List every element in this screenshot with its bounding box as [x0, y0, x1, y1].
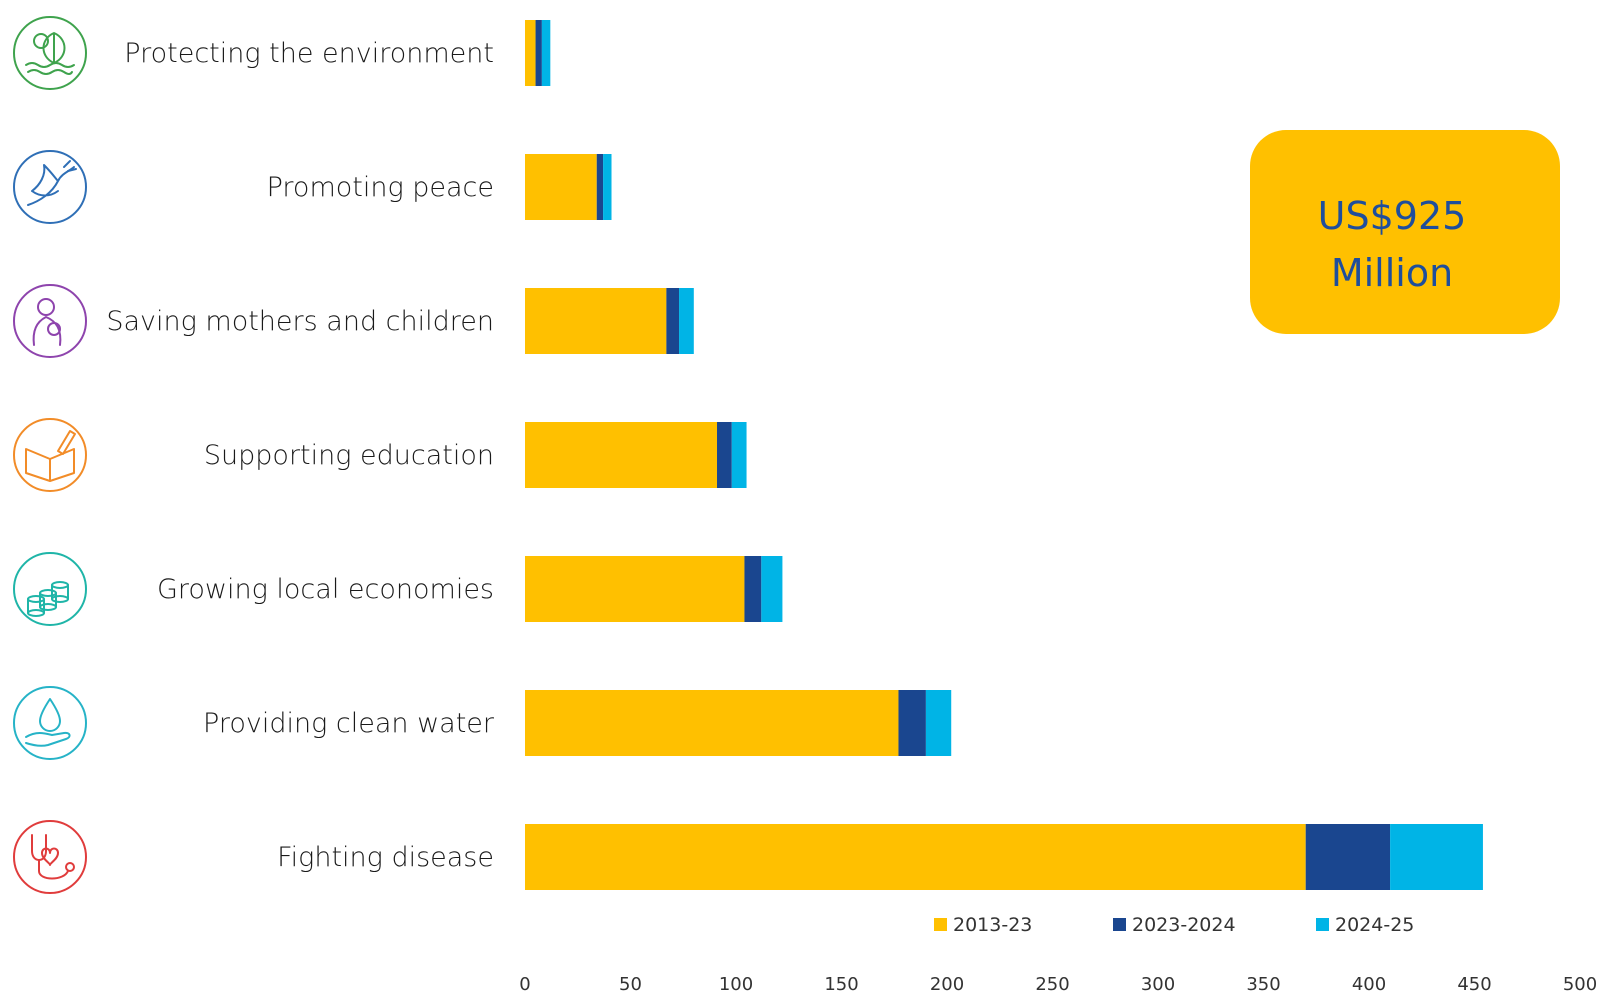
bar-segment: [525, 824, 1306, 890]
x-tick-label: 400: [1352, 974, 1386, 995]
bar-segment: [525, 20, 536, 86]
legend-swatch: [934, 918, 947, 931]
bar-segment: [731, 422, 747, 488]
category-label: Promoting peace: [267, 172, 494, 203]
legend-label: 2023-2024: [1132, 914, 1236, 936]
legend-label: 2024-25: [1335, 914, 1414, 936]
x-tick-label: 200: [930, 974, 964, 995]
category-icons: [13, 16, 87, 894]
water-drop-icon: [13, 686, 87, 760]
environment-icon: [13, 16, 87, 90]
total-callout: US$925 Million: [1250, 130, 1560, 334]
category-label: Providing clean water: [203, 708, 495, 739]
x-tick-label: 250: [1035, 974, 1069, 995]
callout-box: [1250, 130, 1560, 334]
x-tick-label: 50: [619, 974, 642, 995]
x-tick-label: 300: [1141, 974, 1175, 995]
bar-segment: [525, 154, 597, 220]
education-book-icon: [13, 418, 87, 492]
bar-segment: [717, 422, 732, 488]
bar-segment: [761, 556, 783, 622]
category-label: Saving mothers and children: [106, 306, 494, 337]
legend-swatch: [1113, 918, 1126, 931]
economy-coins-icon: [13, 552, 87, 626]
x-axis-ticks: 0 50 100 150 200 250 300 350 400 450 500: [519, 974, 1597, 995]
bar-segment: [1390, 824, 1483, 890]
category-label: Growing local economies: [157, 574, 494, 605]
callout-line2: Million: [1331, 251, 1453, 295]
bar-segment: [925, 690, 952, 756]
category-label: Protecting the environment: [124, 38, 494, 69]
bar-segment: [679, 288, 694, 354]
x-tick-label: 450: [1457, 974, 1491, 995]
category-label: Fighting disease: [277, 842, 494, 873]
x-tick-label: 150: [824, 974, 858, 995]
peace-dove-icon: [13, 150, 87, 224]
x-tick-label: 350: [1246, 974, 1280, 995]
legend-swatch: [1316, 918, 1329, 931]
bar-segment: [525, 690, 899, 756]
legend: 2013-23 2023-2024 2024-25: [934, 914, 1414, 936]
x-tick-label: 500: [1563, 974, 1597, 995]
x-tick-label: 0: [519, 974, 530, 995]
x-tick-label: 100: [719, 974, 753, 995]
disease-stethoscope-icon: [13, 820, 87, 894]
bar-segment: [525, 422, 718, 488]
category-label: Supporting education: [204, 440, 494, 471]
bar-segment: [525, 288, 667, 354]
bar-segment: [666, 288, 680, 354]
bar-segment: [525, 556, 745, 622]
legend-label: 2013-23: [953, 914, 1032, 936]
bar-segment: [1305, 824, 1391, 890]
category-labels: Protecting the environment Promoting peac…: [106, 38, 495, 873]
mother-child-icon: [13, 284, 87, 358]
bar-segment: [603, 154, 612, 220]
bar-segment: [535, 20, 542, 86]
bar-segment: [744, 556, 762, 622]
callout-line1: US$925: [1318, 194, 1467, 238]
bars: [525, 20, 1483, 890]
bar-segment: [541, 20, 551, 86]
bar-segment: [596, 154, 604, 220]
bar-segment: [898, 690, 926, 756]
